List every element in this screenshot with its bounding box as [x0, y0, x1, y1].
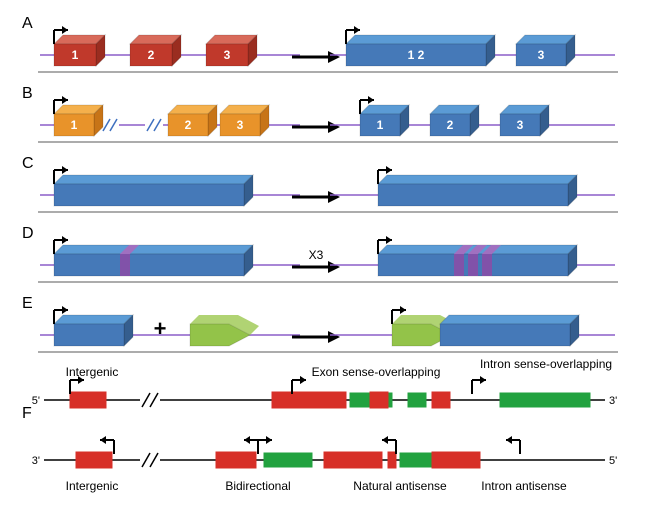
svg-text:D: D — [22, 225, 34, 242]
svg-text:B: B — [22, 85, 33, 102]
svg-text:3: 3 — [538, 48, 545, 62]
svg-text:E: E — [22, 295, 33, 312]
svg-text:Intergenic: Intergenic — [66, 479, 119, 493]
svg-text:5': 5' — [32, 395, 40, 407]
svg-text:F: F — [22, 405, 32, 422]
svg-text:Intron antisense: Intron antisense — [481, 479, 567, 493]
svg-text:3: 3 — [224, 48, 231, 62]
svg-text:5': 5' — [609, 455, 617, 467]
svg-text:Intron sense-overlapping: Intron sense-overlapping — [480, 357, 612, 371]
svg-text:X3: X3 — [309, 248, 324, 262]
svg-text:Natural antisense: Natural antisense — [353, 479, 447, 493]
svg-text:Bidirectional: Bidirectional — [225, 479, 290, 493]
svg-text:1: 1 — [71, 118, 78, 132]
svg-text:1: 1 — [377, 118, 384, 132]
svg-text:3: 3 — [517, 118, 524, 132]
svg-text:C: C — [22, 155, 34, 172]
svg-text:1: 1 — [72, 48, 79, 62]
biology-diagram: A1231 23B123123CDX3E+F5'3'IntergenicExon… — [0, 0, 650, 527]
svg-text:2: 2 — [148, 48, 155, 62]
svg-text:Intergenic: Intergenic — [66, 365, 119, 379]
svg-text:A: A — [22, 15, 33, 32]
svg-text:2: 2 — [447, 118, 454, 132]
svg-text:3': 3' — [609, 395, 617, 407]
svg-text:1 2: 1 2 — [408, 48, 425, 62]
svg-text:3': 3' — [32, 455, 40, 467]
svg-text:2: 2 — [185, 118, 192, 132]
svg-text:Exon sense-overlapping: Exon sense-overlapping — [312, 365, 441, 379]
svg-text:3: 3 — [237, 118, 244, 132]
svg-text:+: + — [154, 316, 167, 341]
